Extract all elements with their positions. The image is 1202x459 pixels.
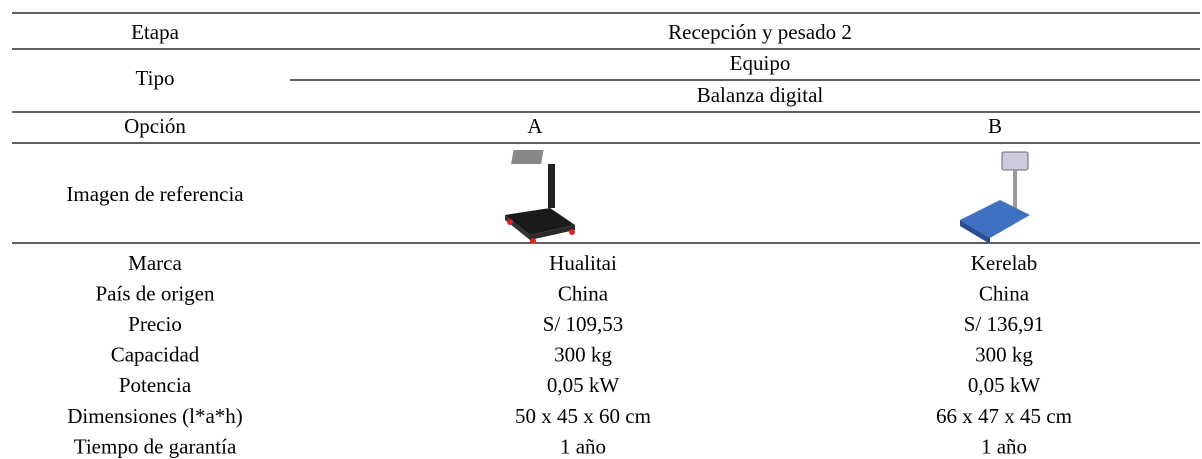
cell: 1 año — [560, 434, 606, 458]
cell: Potencia — [119, 373, 192, 397]
cell: Equipo — [730, 51, 791, 75]
cell: 300 kg — [975, 343, 1033, 367]
scale-image-a — [505, 150, 575, 244]
cell: 1 año — [981, 434, 1027, 458]
cell: 300 kg — [554, 343, 612, 367]
cell: 66 x 47 x 45 cm — [936, 404, 1072, 428]
cell: Recepción y pesado 2 — [668, 20, 852, 44]
cell: S/ 136,91 — [964, 312, 1045, 336]
cell: China — [558, 281, 609, 305]
cell: Etapa — [131, 20, 179, 44]
cell: Balanza digital — [697, 83, 824, 107]
cell: Marca — [128, 251, 182, 275]
cell: 0,05 kW — [547, 373, 620, 397]
cell: Hualitai — [549, 251, 617, 275]
cell: S/ 109,53 — [543, 312, 624, 336]
cell: Precio — [128, 312, 182, 336]
cell: Opción — [124, 114, 186, 138]
cell: Capacidad — [111, 343, 200, 367]
cell: Kerelab — [971, 251, 1037, 275]
cell: País de origen — [96, 281, 215, 305]
cell: 50 x 45 x 60 cm — [515, 404, 651, 428]
cell: Tiempo de garantía — [74, 434, 237, 458]
cell: Imagen de referencia — [66, 182, 244, 206]
cell: China — [979, 281, 1030, 305]
scale-image-b — [960, 151, 1030, 244]
cell: B — [988, 114, 1002, 138]
cell: Dimensiones (l*a*h) — [67, 404, 243, 428]
cell: Tipo — [136, 66, 175, 90]
cell: A — [527, 114, 543, 138]
cell: 0,05 kW — [968, 373, 1041, 397]
